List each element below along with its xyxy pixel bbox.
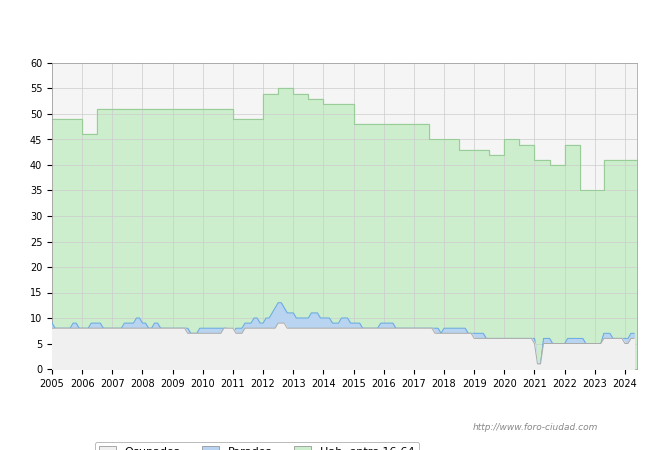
- Text: http://www.foro-ciudad.com: http://www.foro-ciudad.com: [473, 423, 598, 432]
- Text: Badules - Evolucion de la poblacion en edad de Trabajar Mayo de 2024: Badules - Evolucion de la poblacion en e…: [103, 21, 547, 33]
- Legend: Ocupados, Parados, Hab. entre 16-64: Ocupados, Parados, Hab. entre 16-64: [94, 442, 419, 450]
